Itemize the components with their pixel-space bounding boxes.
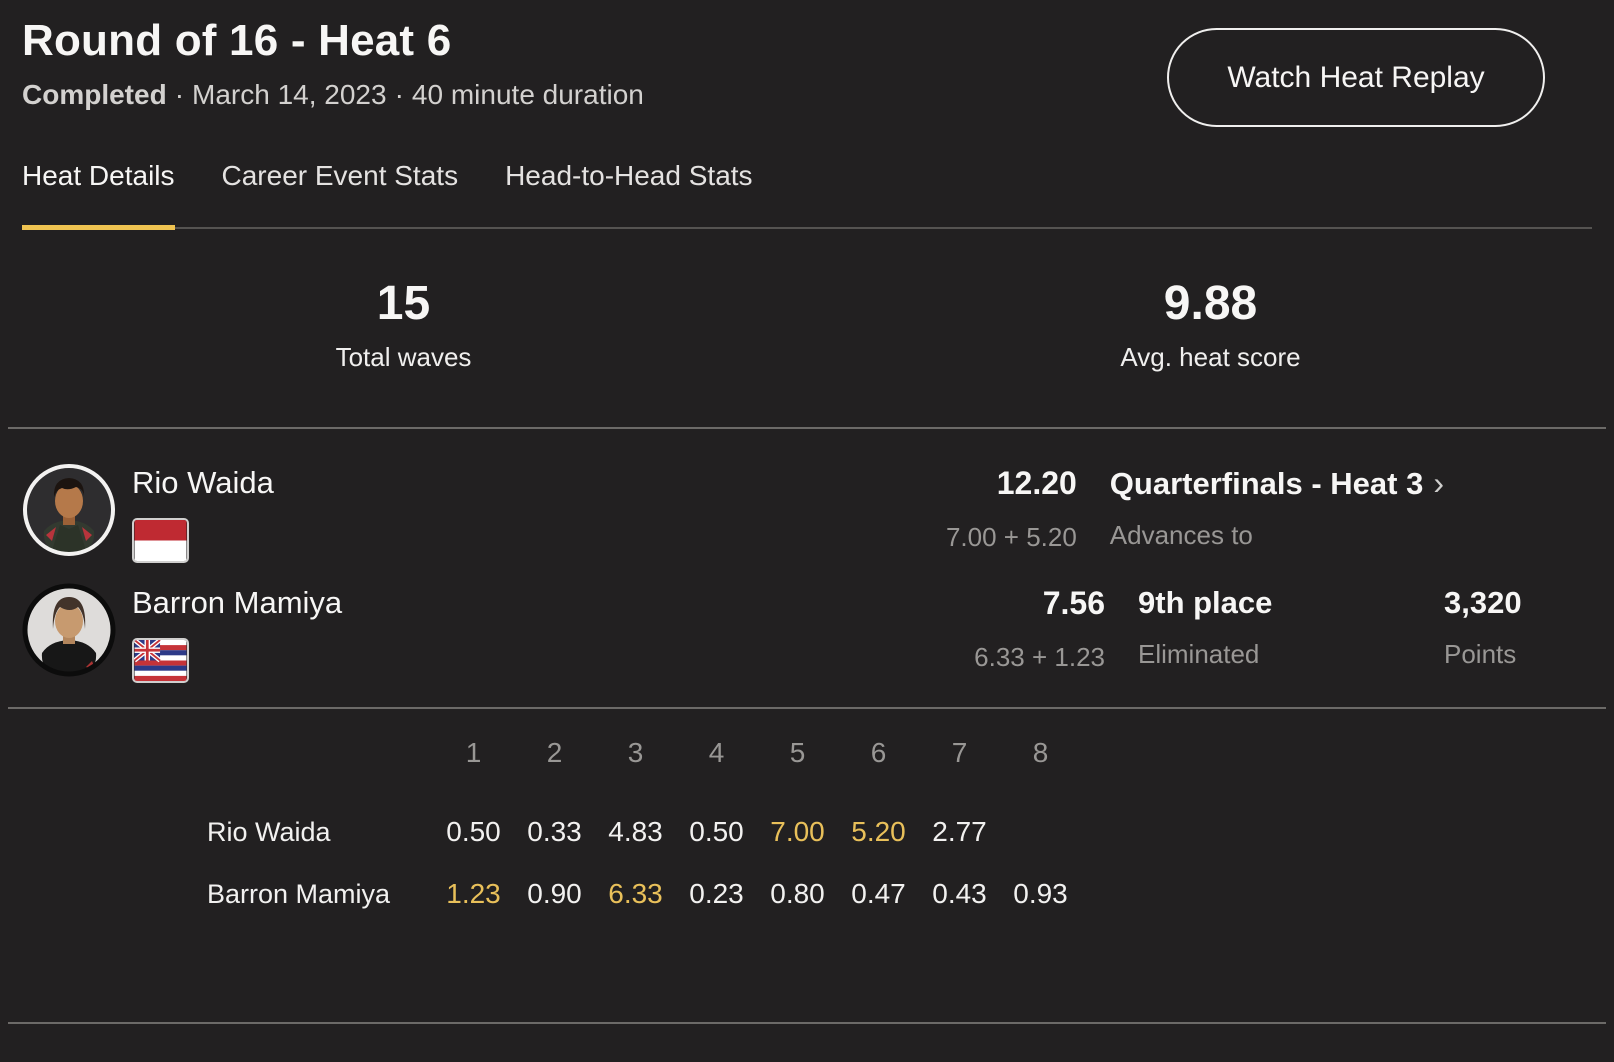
advancement-block: Quarterfinals - Heat 3 › Advances to (1110, 463, 1444, 551)
indonesia-flag-icon (132, 518, 189, 563)
wave-scores-table: 1 2 3 4 5 6 7 8 Rio Waida 0.50 0.33 4.83… (0, 709, 1614, 925)
wave-score-row-rio-waida: Rio Waida 0.50 0.33 4.83 0.50 7.00 5.20 … (22, 801, 1614, 863)
next-heat-link[interactable]: Quarterfinals - Heat 3 › (1110, 465, 1444, 502)
wave-score: 1.23 (446, 878, 501, 909)
elimination-label: Eliminated (1138, 639, 1260, 669)
wave-score: 0.47 (851, 878, 906, 909)
avg-heat-score-label: Avg. heat score (1120, 342, 1301, 372)
tab-career-event-stats[interactable]: Career Event Stats (221, 160, 459, 191)
avatar-rio-waida (22, 463, 116, 557)
heat-meta: Completed · March 14, 2023 · 40 minute durat… (22, 79, 1592, 111)
wave-score: 4.83 (608, 816, 663, 847)
section-divider (8, 427, 1606, 429)
wave-score: 0.80 (770, 878, 825, 909)
total-waves-value: 15 (376, 277, 431, 330)
wave-score: 0.93 (1013, 878, 1068, 909)
wave-score: 0.23 (689, 878, 744, 909)
meta-separator: · (174, 79, 185, 110)
total-heat-score: 7.56 (1042, 585, 1105, 621)
heat-score-block: 7.56 6.33 + 1.23 (905, 583, 1105, 673)
points-value: 3,320 (1444, 585, 1522, 620)
wave-score: 0.50 (446, 816, 501, 847)
wave-number: 8 (1032, 737, 1049, 768)
meta-separator: · (394, 79, 404, 110)
heat-duration: 40 minute duration (411, 79, 644, 110)
wave-number: 2 (546, 737, 563, 768)
wave-score: 0.90 (527, 878, 582, 909)
page-title: Round of 16 - Heat 6 (22, 16, 452, 65)
points-block: 3,320 Points (1444, 583, 1614, 670)
wave-score: 0.50 (689, 816, 744, 847)
athlete-row-barron-mamiya: Barron Mamiya (0, 583, 1614, 683)
wave-score: 6.33 (608, 878, 663, 909)
total-heat-score: 12.20 (996, 465, 1077, 501)
athlete-identity: Rio Waida (132, 463, 877, 563)
total-waves-label: Total waves (335, 342, 472, 372)
athlete-results: Rio Waida 12.20 7.00 + 5.20 Quarterfinal… (0, 429, 1614, 707)
next-heat-label: Quarterfinals - Heat 3 (1109, 466, 1424, 501)
watch-heat-replay-button[interactable]: Watch Heat Replay (1167, 28, 1545, 127)
athlete-photo-icon (22, 583, 116, 677)
avatar-barron-mamiya (22, 583, 116, 677)
heat-summary-stats: 15 Total waves 9.88 Avg. heat score (0, 229, 1614, 427)
chevron-right-icon: › (1433, 465, 1444, 501)
score-breakdown: 6.33 + 1.23 (974, 642, 1105, 672)
wave-score: 2.77 (932, 816, 987, 847)
placement-block: 9th place Eliminated (1138, 583, 1444, 670)
avg-heat-score-value: 9.88 (1163, 277, 1258, 330)
wave-score: 5.20 (851, 816, 906, 847)
tab-heat-details[interactable]: Heat Details (22, 160, 175, 230)
heat-score-block: 12.20 7.00 + 5.20 (877, 463, 1077, 553)
wave-number: 3 (627, 737, 644, 768)
wave-row-athlete-name: Rio Waida (207, 816, 331, 847)
wave-number: 5 (789, 737, 806, 768)
wave-score: 0.33 (527, 816, 582, 847)
athlete-photo-icon (23, 464, 115, 556)
points-label: Points (1444, 639, 1517, 669)
wave-score: 7.00 (770, 816, 825, 847)
score-breakdown: 7.00 + 5.20 (945, 522, 1077, 552)
tab-bar: Heat Details Career Event Stats Head-to-… (22, 160, 1592, 230)
hawaii-flag-icon (132, 638, 189, 683)
total-waves-stat: 15 Total waves (0, 276, 807, 373)
page-header: Round of 16 - Heat 6 Completed · March 14,… (0, 0, 1614, 127)
athlete-name: Rio Waida (132, 465, 274, 500)
athlete-identity: Barron Mamiya (132, 583, 905, 683)
heat-status: Completed (22, 79, 167, 110)
wave-number-header-row: 1 2 3 4 5 6 7 8 (22, 731, 1614, 775)
placement-label: 9th place (1138, 585, 1273, 620)
wave-number: 4 (708, 737, 725, 768)
wave-row-athlete-name: Barron Mamiya (207, 878, 391, 909)
points-block (1444, 463, 1614, 465)
bottom-divider (8, 1022, 1606, 1024)
advancement-label: Advances to (1109, 520, 1253, 550)
tab-head-to-head-stats[interactable]: Head-to-Head Stats (505, 160, 753, 191)
wave-score-row-barron-mamiya: Barron Mamiya 1.23 0.90 6.33 0.23 0.80 0… (22, 863, 1614, 925)
athlete-name: Barron Mamiya (132, 585, 343, 620)
athlete-row-rio-waida: Rio Waida 12.20 7.00 + 5.20 Quarterfinal… (0, 463, 1614, 563)
avg-heat-score-stat: 9.88 Avg. heat score (807, 276, 1614, 373)
section-divider (8, 707, 1606, 709)
wave-number: 6 (870, 737, 887, 768)
heat-date: March 14, 2023 (192, 79, 387, 110)
wave-number: 1 (465, 737, 482, 768)
wave-score: 0.43 (932, 878, 987, 909)
wave-number: 7 (951, 737, 968, 768)
